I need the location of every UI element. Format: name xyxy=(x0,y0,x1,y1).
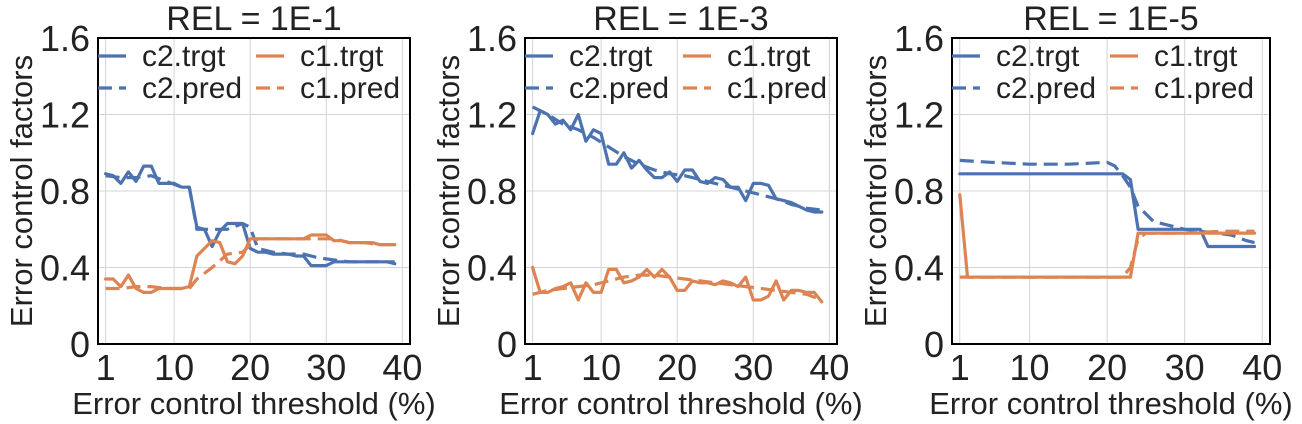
series-line-c1-trgt xyxy=(958,193,1257,279)
y-tick-label: 0 xyxy=(924,324,944,365)
series-line-c1-trgt xyxy=(530,265,824,304)
series-line-c2-pred xyxy=(531,105,822,212)
legend-label: c2.pred xyxy=(996,72,1096,105)
chart-title: REL = 1E-5 xyxy=(1023,0,1198,38)
legend-label: c1.pred xyxy=(300,72,400,105)
x-tick-label: 1 xyxy=(96,347,116,388)
legend-label: c2.trgt xyxy=(569,40,653,73)
y-tick-label: 1.6 xyxy=(40,18,90,59)
chart-panel-3: 1 10 20 30 40 0 0.4 0.8 1.2 1.6 REL = 1E-5 Error co… xyxy=(858,0,1293,421)
x-tick-label: 20 xyxy=(657,347,697,388)
y-tick-label: 0.4 xyxy=(894,248,944,289)
y-tick-label: 0.8 xyxy=(40,171,90,212)
y-tick-label: 0 xyxy=(497,324,517,365)
x-tick-label: 20 xyxy=(1087,347,1127,388)
x-axis-label: Error control threshold (%) xyxy=(72,386,436,421)
y-tick-label: 1.2 xyxy=(467,95,517,136)
y-axis-label: Error control factors xyxy=(858,55,893,327)
y-tick-label: 0 xyxy=(70,324,90,365)
y-tick-label: 1.2 xyxy=(40,95,90,136)
x-tick-label: 30 xyxy=(306,347,346,388)
x-tick-label: 40 xyxy=(809,347,849,388)
series-group xyxy=(103,164,397,294)
y-tick-label: 1.2 xyxy=(894,95,944,136)
series-line-c1-pred xyxy=(532,273,823,302)
y-tick-label: 0.4 xyxy=(40,248,90,289)
x-tick-label: 1 xyxy=(950,347,970,388)
x-tick-label: 40 xyxy=(1242,347,1282,388)
y-tick-label: 1.6 xyxy=(894,18,944,59)
plot-frame xyxy=(951,37,1271,345)
legend-label: c1.trgt xyxy=(727,40,811,73)
y-tick-label: 0.4 xyxy=(467,248,517,289)
y-axis-label: Error control factors xyxy=(431,55,466,327)
chart-panel-1: 1 10 20 30 40 0 0.4 0.8 1.2 1.6 REL = 1E-1 Error co… xyxy=(4,0,436,421)
series-line-c1-pred xyxy=(959,229,1255,279)
series-group xyxy=(530,105,824,304)
x-tick-label: 30 xyxy=(733,347,773,388)
x-tick-label: 1 xyxy=(523,347,543,388)
series-line-c1-pred xyxy=(105,237,395,291)
x-tick-label: 40 xyxy=(382,347,422,388)
x-axis-label: Error control threshold (%) xyxy=(499,386,863,421)
x-axis-label: Error control threshold (%) xyxy=(929,386,1293,421)
x-tick-label: 30 xyxy=(1165,347,1205,388)
legend-label: c2.pred xyxy=(142,72,242,105)
chart-title: REL = 1E-3 xyxy=(593,0,768,38)
series-line-c2-trgt xyxy=(958,172,1257,249)
y-tick-label: 1.6 xyxy=(467,18,517,59)
series-line-c2-pred xyxy=(105,174,395,264)
chart-title: REL = 1E-1 xyxy=(166,0,341,38)
legend-label: c2.pred xyxy=(569,72,669,105)
x-tick-label: 20 xyxy=(230,347,270,388)
y-tick-label: 0.8 xyxy=(467,171,517,212)
chart-panel-2: 1 10 20 30 40 0 0.4 0.8 1.2 1.6 REL = 1E-3 Error co… xyxy=(431,0,863,421)
legend-label: c1.pred xyxy=(727,72,827,105)
series-group xyxy=(958,158,1257,279)
series-line-c2-pred xyxy=(959,158,1255,245)
x-tick-label: 10 xyxy=(1010,347,1050,388)
legend-label: c2.trgt xyxy=(996,40,1080,73)
series-line-c2-trgt xyxy=(530,109,824,214)
plot-frame xyxy=(524,37,838,345)
y-axis-label: Error control factors xyxy=(4,55,39,327)
plot-frame xyxy=(97,37,411,345)
y-tick-label: 0.8 xyxy=(894,171,944,212)
legend-label: c2.trgt xyxy=(142,40,226,73)
x-tick-label: 10 xyxy=(154,347,194,388)
x-tick-label: 10 xyxy=(581,347,621,388)
legend-label: c1.pred xyxy=(1154,72,1254,105)
legend-label: c1.trgt xyxy=(1154,40,1238,73)
legend-label: c1.trgt xyxy=(300,40,384,73)
